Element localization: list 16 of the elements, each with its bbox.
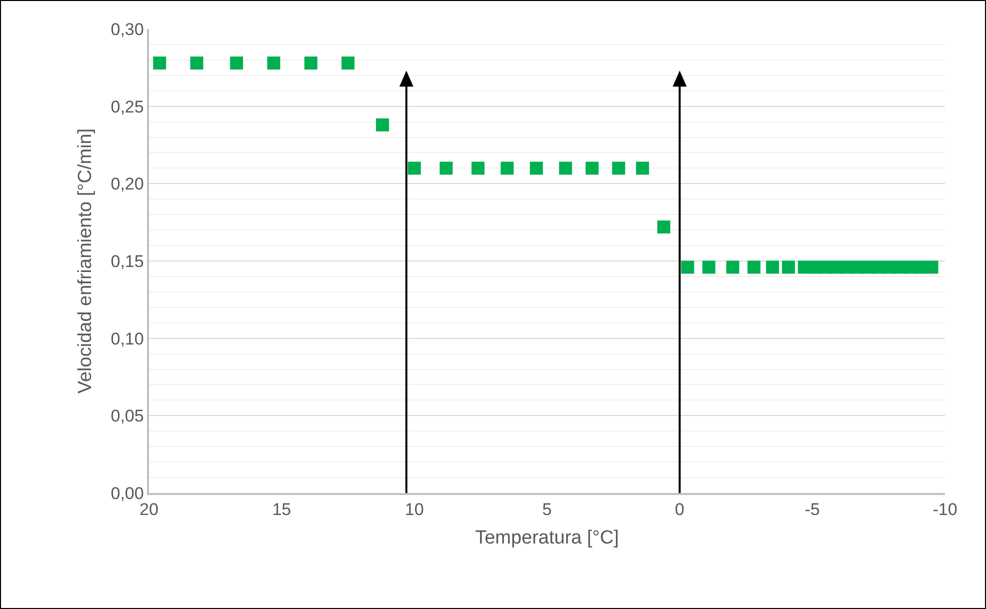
x-axis-title: Temperatura [°C] [475, 527, 619, 548]
x-tick-label: 20 [140, 500, 158, 520]
x-tick-label: 15 [272, 500, 292, 520]
y-tick-label: 0,00 [110, 484, 144, 503]
y-tick-label: 0,05 [110, 406, 144, 426]
y-tick-label: 0,10 [110, 329, 144, 348]
y-tick-label: 0,30 [110, 20, 144, 39]
y-axis-title: Velocidad enfriamiento [°C/min] [75, 128, 96, 394]
y-tick-label: 0,15 [110, 252, 144, 271]
x-tick-label: -5 [804, 500, 820, 520]
x-tick-label: -10 [932, 500, 958, 520]
x-tick-label: 5 [542, 500, 552, 520]
x-tick-label: 10 [404, 500, 424, 520]
x-tick-label: 0 [674, 500, 684, 520]
y-tick-label: 0,20 [110, 174, 144, 194]
y-tick-label: 0,25 [110, 97, 144, 116]
